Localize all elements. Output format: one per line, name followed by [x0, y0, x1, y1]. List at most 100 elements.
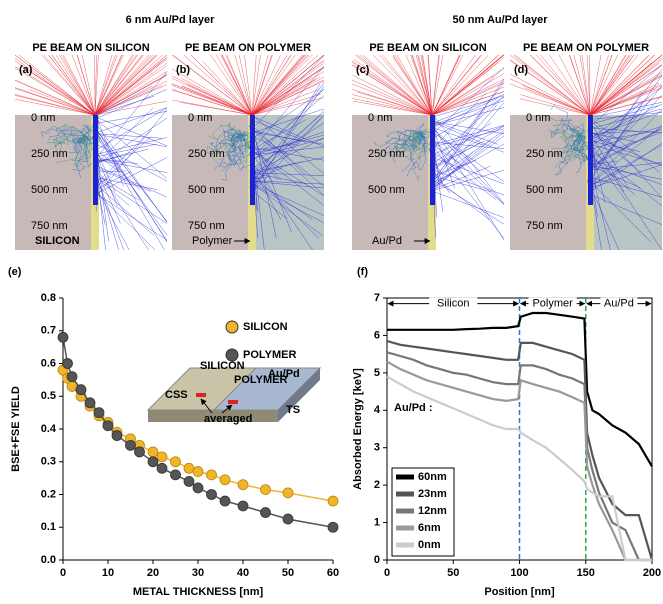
- bse-trajectory: [93, 169, 125, 251]
- bse-trajectory: [432, 95, 505, 161]
- pe-trajectory: [431, 75, 495, 116]
- legend-label: 60nm: [418, 471, 447, 483]
- pe-trajectory: [431, 54, 489, 116]
- pe-trajectory: [379, 54, 433, 116]
- pe-trajectory: [251, 89, 319, 116]
- pe-trajectory: [355, 54, 433, 116]
- x-tick-label: 50: [282, 567, 294, 579]
- bse-trajectory: [253, 146, 325, 156]
- pe-trajectory: [14, 66, 96, 116]
- pe-trajectory: [251, 80, 325, 116]
- pe-trajectory: [356, 91, 433, 116]
- pe-trajectory: [589, 54, 609, 116]
- pe-trajectory: [210, 54, 253, 116]
- pe-trajectory: [396, 54, 433, 116]
- pe-trajectory: [251, 93, 322, 116]
- pe-trajectory: [589, 83, 663, 116]
- pe-trajectory: [251, 54, 288, 116]
- pe-trajectory: [420, 54, 433, 116]
- scatter-trajectory: [395, 134, 423, 157]
- series-line: [386, 360, 652, 562]
- pe-trajectory: [183, 54, 253, 116]
- pe-trajectory: [589, 54, 663, 116]
- panel-header: PE BEAM ON SILICON: [32, 42, 149, 54]
- legend-marker: [225, 348, 239, 362]
- material-label: Au/Pd: [372, 235, 402, 247]
- simulation-panel: [171, 54, 325, 251]
- scatter-trajectory: [396, 134, 427, 152]
- scatter-trajectory: [225, 133, 252, 153]
- pe-trajectory: [71, 54, 96, 116]
- pe-trajectory: [238, 54, 253, 116]
- data-point: [125, 439, 136, 451]
- pe-trajectory: [251, 54, 269, 116]
- bse-trajectory: [587, 152, 636, 196]
- bse-trajectory: [431, 121, 505, 153]
- bse-trajectory: [252, 136, 288, 154]
- bse-trajectory: [249, 182, 325, 216]
- depth-label: 500 nm: [368, 184, 405, 196]
- bse-trajectory: [253, 89, 325, 138]
- x-tick-label: 100: [510, 567, 528, 579]
- x-tick-label: 50: [447, 567, 459, 579]
- data-point: [111, 430, 123, 441]
- data-point: [327, 521, 339, 533]
- series-line: [386, 375, 652, 562]
- simulation-panel: [351, 54, 505, 250]
- legend-label: 12nm: [418, 505, 447, 517]
- series-line: [386, 351, 652, 562]
- x-tick-label: 0: [384, 567, 390, 579]
- pe-trajectory: [14, 58, 96, 116]
- bse-trajectory: [95, 122, 168, 223]
- data-point: [134, 446, 145, 458]
- bse-trajectory: [253, 155, 274, 183]
- pe-trajectory: [51, 54, 96, 116]
- bse-trajectory: [253, 131, 325, 196]
- probe-silicon: [196, 393, 206, 397]
- pe-trajectory: [94, 54, 154, 116]
- bse-trajectory: [592, 162, 663, 170]
- pe-trajectory: [29, 89, 96, 116]
- pe-trajectory: [589, 57, 663, 116]
- pe-trajectory: [171, 99, 253, 116]
- pe-trajectory: [251, 54, 261, 116]
- bse-trajectory: [254, 192, 288, 220]
- bse-trajectory: [433, 107, 505, 126]
- scatter-trajectory: [41, 128, 86, 141]
- x-tick-label: 0: [60, 567, 66, 579]
- bse-trajectory: [590, 91, 643, 168]
- pe-trajectory: [428, 54, 433, 116]
- pe-trajectory: [431, 82, 505, 116]
- depth-label: 750 nm: [526, 220, 563, 232]
- bse-trajectory: [434, 125, 505, 155]
- pe-trajectory: [589, 54, 635, 116]
- pe-trajectory: [94, 57, 168, 116]
- scatter-trajectory: [412, 134, 432, 153]
- scatter-trajectory: [210, 134, 243, 170]
- pe-trajectory: [514, 54, 591, 116]
- legend-label: 0nm: [418, 539, 441, 551]
- pe-trajectory: [589, 54, 639, 116]
- y-tick-label: 4: [374, 404, 381, 416]
- scatter-trajectory: [228, 130, 245, 158]
- panel-letter: (a): [19, 64, 33, 76]
- bse-trajectory: [591, 131, 640, 134]
- scatter-trajectory: [221, 134, 243, 181]
- pe-trajectory: [94, 54, 156, 116]
- pe-trajectory: [251, 54, 257, 116]
- bse-trajectory: [92, 188, 156, 251]
- panel-letter: (d): [514, 64, 528, 76]
- pe-trajectory: [234, 54, 253, 116]
- bse-trajectory: [253, 183, 323, 236]
- bse-trajectory: [587, 176, 663, 198]
- bse-trajectory: [249, 170, 320, 239]
- bse-trajectory: [431, 126, 484, 146]
- scatter-trajectory: [241, 134, 251, 157]
- bse-trajectory: [433, 139, 492, 188]
- pe-trajectory: [251, 54, 310, 116]
- x-axis-label: Position [nm]: [484, 586, 555, 598]
- depth-label: 500 nm: [526, 184, 563, 196]
- pe-trajectory: [415, 54, 433, 116]
- bse-trajectory: [252, 131, 325, 157]
- bse-trajectory: [431, 97, 505, 140]
